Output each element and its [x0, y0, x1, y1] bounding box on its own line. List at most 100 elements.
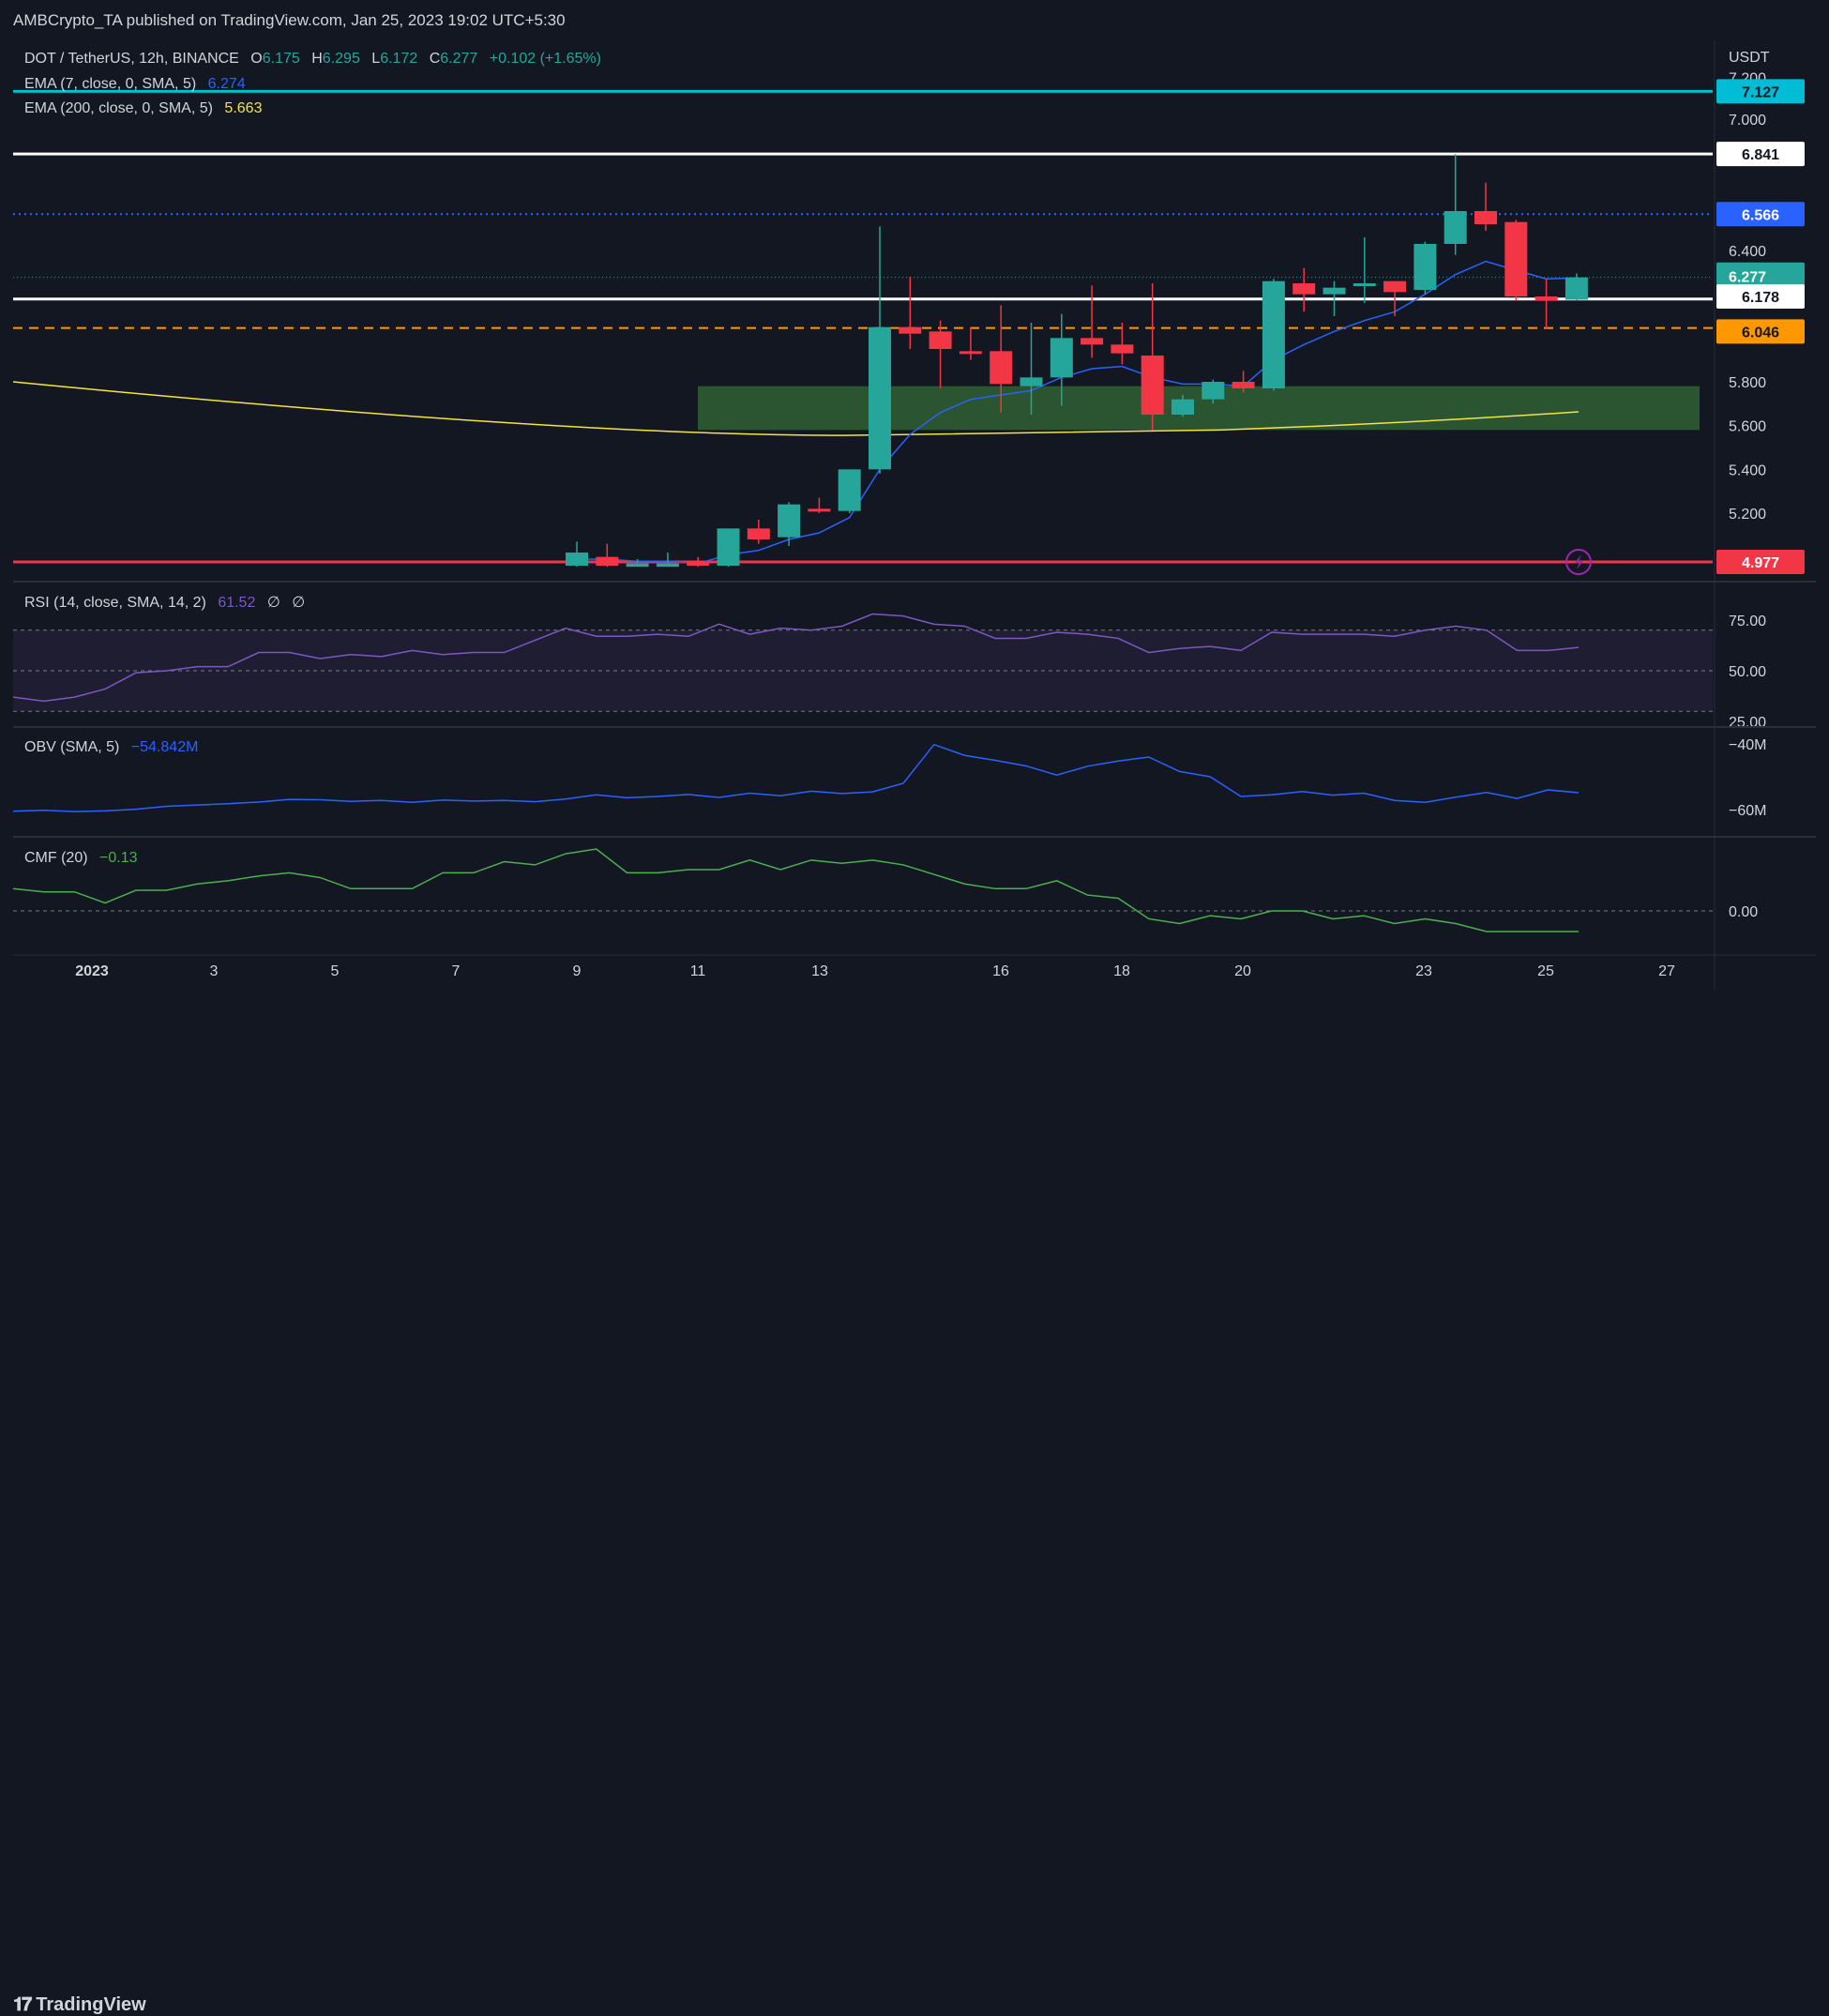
- candle-body: [1564, 277, 1588, 300]
- candle-body: [1413, 244, 1437, 290]
- c-value: 6.277: [440, 51, 478, 67]
- rsi-legend[interactable]: RSI (14, close, SMA, 14, 2) 61.52 ∅ ∅: [24, 593, 305, 612]
- obv-tick: −60M: [1729, 803, 1766, 819]
- candle-body: [1232, 382, 1255, 388]
- time-label: 11: [690, 963, 706, 979]
- cmf-label: CMF (20): [24, 850, 88, 866]
- badge-current: 6.277: [1729, 270, 1766, 286]
- axis-currency: USDT: [1729, 50, 1770, 66]
- price-tick: 5.600: [1729, 419, 1766, 435]
- cmf-line: [12, 848, 1579, 932]
- candle-body: [1323, 287, 1346, 295]
- candle-body: [717, 528, 740, 566]
- time-label: 25: [1537, 963, 1554, 979]
- badge-white-top: 6.841: [1742, 147, 1779, 163]
- badge-cyan: 7.127: [1742, 84, 1779, 100]
- rsi-tick: 50.00: [1729, 664, 1766, 680]
- candle-body: [899, 326, 922, 334]
- ema200-legend[interactable]: EMA (200, close, 0, SMA, 5) 5.663: [24, 100, 262, 117]
- time-label: 3: [210, 963, 219, 979]
- h-label: H6.295: [311, 51, 360, 67]
- candles: [566, 154, 1588, 568]
- candle-body: [1020, 377, 1043, 387]
- time-label: 13: [811, 963, 828, 979]
- time-axis: 2023 3 5 7 9 11 13 16 18 20 23 25 27: [75, 963, 1675, 979]
- price-tick: 5.200: [1729, 507, 1766, 523]
- candle-body: [929, 331, 952, 349]
- candle-body: [1444, 211, 1467, 244]
- candle-body: [869, 326, 891, 470]
- time-label: 27: [1658, 963, 1675, 979]
- rsi-value: 61.52: [218, 595, 256, 611]
- rsi-tick: 25.00: [1729, 715, 1766, 731]
- obv-line: [12, 743, 1580, 812]
- o-value: 6.175: [262, 51, 300, 67]
- candle-body: [1534, 296, 1558, 301]
- candle-body: [1202, 382, 1225, 400]
- candle-body: [778, 504, 801, 538]
- candle-body: [838, 469, 861, 511]
- badge-orange-bg: [1716, 319, 1805, 344]
- price-tick: 5.800: [1729, 375, 1766, 391]
- price-tick: 6.400: [1729, 244, 1766, 260]
- horizontal-levels: [13, 89, 1713, 576]
- time-label: 9: [573, 963, 582, 979]
- candle-body: [990, 351, 1013, 385]
- rsi-tick: 75.00: [1729, 614, 1766, 629]
- candle-body: [566, 553, 588, 566]
- badge-blue-bg: [1716, 202, 1805, 227]
- l-label: L6.172: [371, 51, 418, 67]
- tradingview-logo-icon: 𝟏𝟕: [13, 1994, 32, 2015]
- candle-body: [747, 528, 770, 539]
- candle-body: [1050, 338, 1073, 378]
- badge-cyan-bg: [1716, 79, 1805, 104]
- candle-body: [959, 351, 982, 355]
- time-label: 18: [1113, 963, 1130, 979]
- ema200-label: EMA (200, close, 0, SMA, 5): [24, 100, 213, 116]
- footer: 𝟏𝟕 TradingView: [0, 991, 1829, 2015]
- candle-body: [1081, 338, 1104, 345]
- time-label: 2023: [75, 963, 109, 979]
- candle-body: [1292, 283, 1316, 295]
- badge-white-mid: 6.178: [1742, 290, 1779, 306]
- time-label: 5: [331, 963, 340, 979]
- symbol-legend[interactable]: DOT / TetherUS, 12h, BINANCE O6.175 H6.2…: [24, 51, 601, 68]
- candle-body: [1504, 221, 1528, 296]
- change-value: +0.102 (+1.65%): [489, 51, 601, 67]
- time-label: 7: [452, 963, 461, 979]
- h-value: 6.295: [322, 51, 360, 67]
- badge-red: 4.977: [1742, 555, 1779, 571]
- rsi-extra1: ∅: [266, 595, 280, 611]
- obv-value: −54.842M: [130, 739, 199, 755]
- ema7-legend[interactable]: EMA (7, close, 0, SMA, 5) 6.274: [24, 76, 246, 93]
- chart-svg[interactable]: 75.00 50.00 25.00 −40M −60M 0.00 USDT 7.000 6…: [0, 0, 1829, 1039]
- time-label: 20: [1234, 963, 1251, 979]
- price-tick: 7.000: [1729, 113, 1766, 129]
- ema7-line: [577, 260, 1577, 565]
- ema7-label: EMA (7, close, 0, SMA, 5): [24, 76, 197, 92]
- candle-body: [1383, 280, 1407, 293]
- obv-pane: −40M −60M: [12, 737, 1766, 819]
- candle-body: [1262, 280, 1285, 388]
- tradingview-wordmark: TradingView: [36, 1994, 146, 2015]
- rsi-pane: 75.00 50.00 25.00: [12, 613, 1766, 731]
- badge-blue: 6.566: [1742, 207, 1779, 223]
- publish-info: AMBCrypto_TA published on TradingView.co…: [13, 11, 566, 29]
- cmf-pane: 0.00: [12, 848, 1758, 932]
- lightning-bolt: [1575, 554, 1583, 570]
- candle-body: [1171, 399, 1194, 415]
- rsi-label: RSI (14, close, SMA, 14, 2): [24, 595, 206, 611]
- cmf-tick: 0.00: [1729, 904, 1758, 920]
- candle-body: [596, 556, 619, 566]
- cmf-value: −0.13: [99, 850, 138, 866]
- tradingview-logo[interactable]: 𝟏𝟕 TradingView: [13, 1994, 146, 2016]
- candle-body: [687, 561, 710, 566]
- badge-red-bg: [1716, 550, 1805, 575]
- time-label: 16: [992, 963, 1009, 979]
- o-label: O6.175: [250, 51, 300, 67]
- time-label: 23: [1415, 963, 1432, 979]
- symbol-name: DOT / TetherUS, 12h, BINANCE: [24, 51, 239, 67]
- obv-legend[interactable]: OBV (SMA, 5) −54.842M: [24, 739, 198, 756]
- rsi-line: [12, 613, 1580, 703]
- cmf-legend[interactable]: CMF (20) −0.13: [24, 850, 138, 867]
